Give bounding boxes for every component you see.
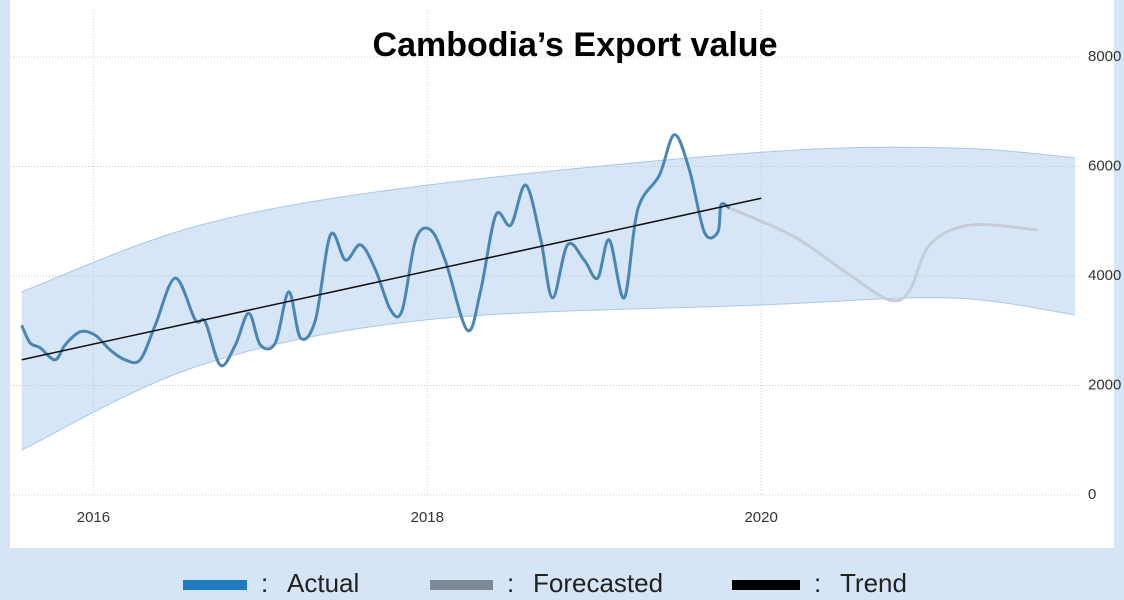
legend-separator: : <box>814 568 821 598</box>
legend-swatch <box>732 580 800 590</box>
plot: 0 2000 4000 6000 8000 2016 2018 2020 <box>10 10 1121 526</box>
legend: : Actual: Forecasted: Trend <box>183 568 907 598</box>
chart-title: Cambodia’s Export value <box>373 26 778 64</box>
legend-swatch <box>183 580 247 590</box>
y-tick-label: 2000 <box>1088 376 1121 393</box>
legend-swatch <box>430 580 493 590</box>
legend-label: Actual <box>287 568 359 598</box>
legend-separator: : <box>261 568 268 598</box>
x-tick-label: 2020 <box>744 509 777 526</box>
legend-label: Trend <box>840 568 907 598</box>
band-upper-edge <box>21 146 1076 293</box>
x-tick-label: 2018 <box>411 509 444 526</box>
confidence-band <box>21 147 1075 451</box>
y-tick-label: 4000 <box>1088 267 1121 284</box>
band-lower-edge <box>21 297 1076 451</box>
y-tick-label: 0 <box>1088 486 1096 503</box>
y-tick-label: 8000 <box>1088 48 1121 65</box>
series-line <box>728 206 1039 303</box>
x-tick-label: 2016 <box>77 509 110 526</box>
series-line <box>21 197 762 361</box>
legend-separator: : <box>507 568 514 598</box>
legend-label: Forecasted <box>533 568 663 598</box>
series-line <box>20 133 731 368</box>
y-tick-label: 6000 <box>1088 157 1121 174</box>
